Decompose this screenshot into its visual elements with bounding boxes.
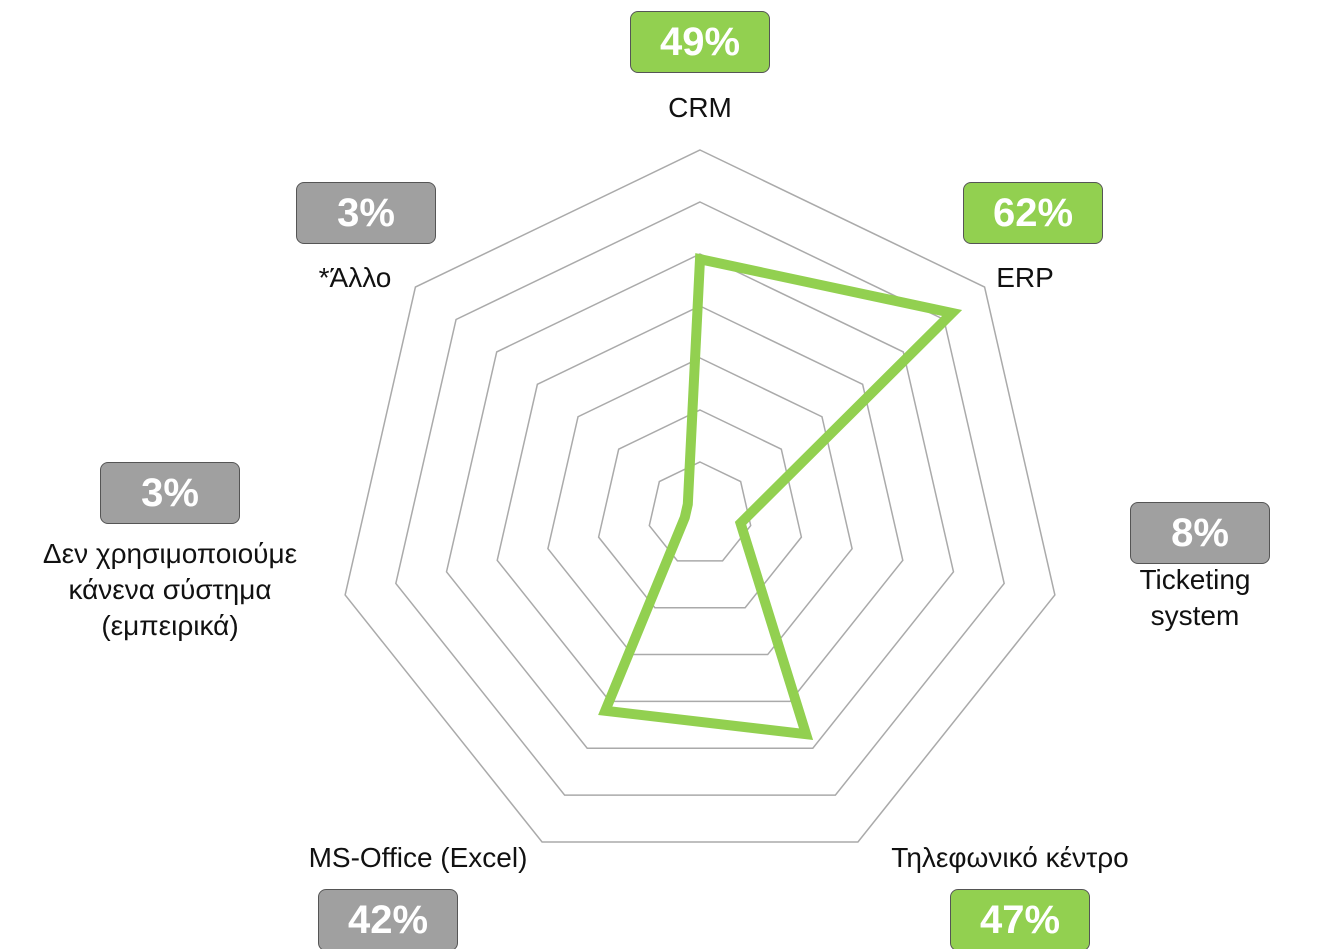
- grid-ring: [648, 461, 752, 562]
- value-label: 49%: [630, 11, 770, 73]
- grid-ring: [547, 357, 853, 656]
- data-line: [598, 253, 963, 741]
- value-label: 8%: [1130, 502, 1270, 564]
- value-label: 62%: [963, 182, 1103, 244]
- category-label: Τηλεφωνικό κέντρο: [891, 842, 1129, 873]
- category-label: Ticketing system: [1139, 564, 1251, 631]
- value-label: 47%: [950, 889, 1090, 949]
- grid-ring: [344, 149, 1056, 843]
- category-label: *Άλλο: [318, 262, 392, 293]
- grid-ring: [496, 305, 904, 703]
- value-label: 3%: [296, 182, 436, 244]
- value-label: 42%: [318, 889, 458, 949]
- category-label: MS-Office (Excel): [308, 842, 528, 873]
- grid-ring: [395, 201, 1005, 796]
- grid-ring: [445, 253, 955, 750]
- category-label: Δεν χρησιμοποιούμε κάνενα σύστημα (εμπει…: [42, 538, 298, 641]
- category-label: CRM: [668, 92, 732, 123]
- value-label: 3%: [100, 462, 240, 524]
- grid-ring: [597, 409, 803, 609]
- category-label: ERP: [996, 262, 1054, 293]
